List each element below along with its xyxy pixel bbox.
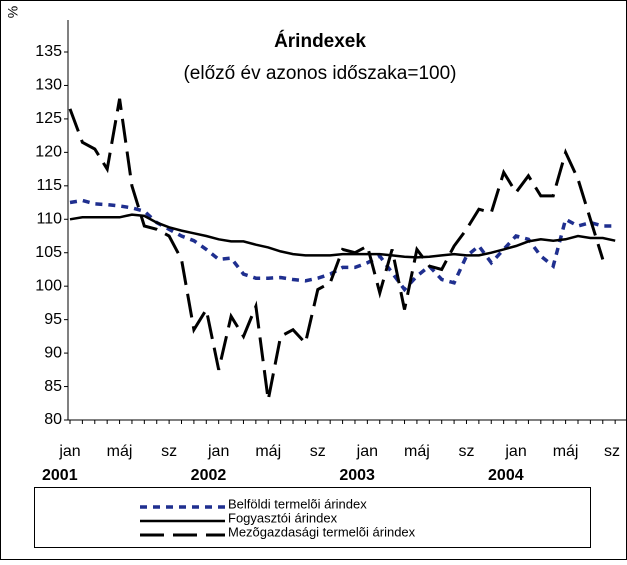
x-tick-label: máj [255, 443, 281, 460]
x-tick-label: máj [404, 443, 430, 460]
year-label: 2004 [488, 467, 524, 484]
y-axis-label: % [5, 6, 21, 18]
y-tick-label: 115 [36, 177, 62, 194]
legend-box [34, 487, 591, 548]
year-label: 2002 [191, 467, 227, 484]
year-label: 2003 [339, 467, 375, 484]
chart-subtitle: (előző év azonos időszaka=100) [183, 63, 456, 84]
y-tick-label: 125 [35, 110, 62, 127]
y-tick-label: 130 [35, 77, 62, 94]
x-tick-label: máj [107, 443, 133, 460]
x-tick-label: jan [58, 443, 80, 460]
y-tick-label: 105 [35, 244, 62, 261]
y-tick-label: 85 [44, 378, 62, 395]
y-tick-label: 135 [35, 43, 62, 60]
x-tick-label: sz [310, 443, 326, 460]
series-line [68, 98, 605, 401]
x-tick-label: sz [458, 443, 474, 460]
y-tick-label: 80 [44, 411, 62, 428]
y-tick-label: 110 [36, 210, 62, 227]
x-tick-label: jan [207, 443, 229, 460]
legend-label: Belföldi termelõi árindex [228, 496, 367, 511]
y-tick-label: 90 [44, 344, 62, 361]
y-tick-label: 100 [35, 277, 62, 294]
series-line [69, 213, 616, 259]
x-tick-label: sz [161, 443, 177, 460]
x-tick-label: jan [356, 443, 378, 460]
x-tick-label: sz [604, 443, 620, 460]
legend-label: Mezõgazdasági termelõi árindex [228, 524, 416, 539]
chart-title: Árindexek [274, 30, 366, 52]
legend-label: Fogyasztói árindex [228, 510, 338, 525]
y-tick-label: 120 [35, 144, 62, 161]
year-label: 2001 [42, 467, 78, 484]
y-tick-label: 95 [44, 311, 62, 328]
x-tick-label: jan [504, 443, 526, 460]
x-tick-label: máj [553, 443, 579, 460]
